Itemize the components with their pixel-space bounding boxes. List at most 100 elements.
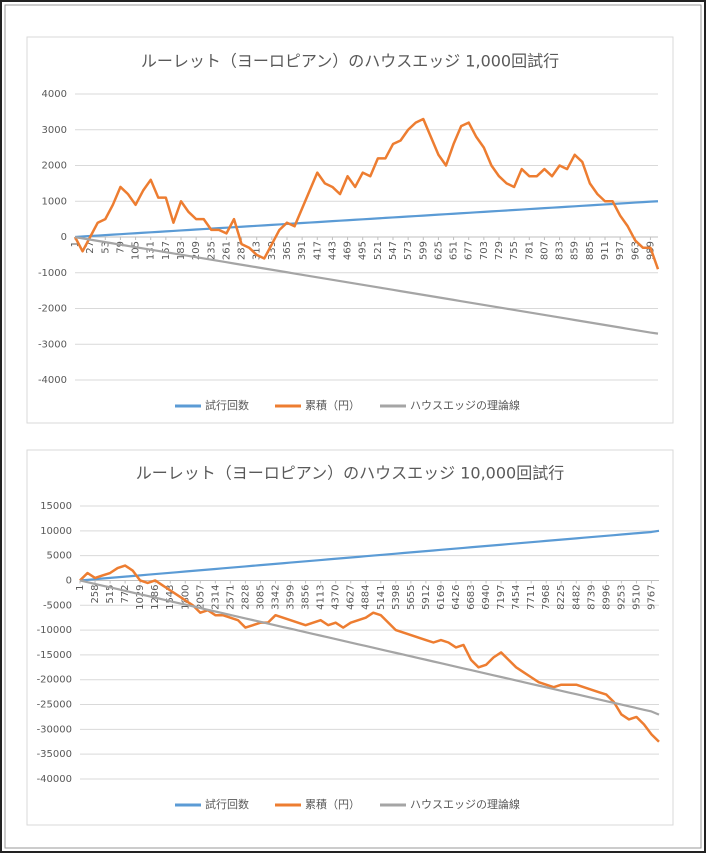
legend-label: 累積（円） [305, 797, 360, 811]
y-tick-label: 5000 [47, 551, 72, 562]
x-tick-label: 3342 [271, 584, 282, 609]
series-line [74, 236, 659, 335]
y-tick-label: -35000 [37, 749, 72, 760]
y-tick-label: -4000 [38, 375, 67, 386]
x-tick-label: 833 [555, 241, 566, 260]
x-tick-label: 258 [90, 584, 101, 603]
y-tick-label: -40000 [37, 774, 72, 785]
series-line [79, 564, 660, 743]
x-tick-label: 677 [464, 241, 475, 260]
x-tick-label: 1029 [135, 584, 146, 609]
x-tick-label: 3856 [301, 584, 312, 609]
x-tick-label: 339 [267, 241, 278, 260]
x-tick-label: 8996 [601, 584, 612, 609]
y-tick-label: -20000 [37, 675, 72, 686]
series-line [79, 579, 660, 716]
chart-frame [26, 449, 674, 826]
x-tick-label: 235 [206, 241, 217, 260]
x-tick-label: 599 [418, 241, 429, 260]
y-tick-label: -10000 [37, 625, 72, 636]
x-tick-label: 7454 [511, 584, 522, 609]
legend-label: 累積（円） [305, 398, 360, 412]
x-tick-label: 963 [630, 241, 641, 260]
y-tick-label: -2000 [38, 304, 67, 315]
x-tick-label: 9767 [646, 584, 657, 609]
x-tick-label: 1800 [180, 584, 191, 609]
x-tick-label: 515 [105, 584, 116, 603]
x-tick-label: 6683 [466, 584, 477, 609]
y-tick-label: 15000 [40, 501, 72, 512]
x-tick-label: 391 [297, 241, 308, 260]
x-tick-label: 7197 [496, 584, 507, 609]
x-tick-label: 772 [120, 584, 131, 603]
x-tick-label: 625 [433, 241, 444, 260]
x-tick-label: 27 [85, 241, 96, 254]
x-tick-label: 183 [176, 241, 187, 260]
x-tick-label: 4884 [361, 584, 372, 609]
y-tick-label: -15000 [37, 650, 72, 661]
y-tick-label: -25000 [37, 700, 72, 711]
y-tick-label: 3000 [42, 125, 67, 136]
x-tick-label: 7711 [526, 584, 537, 609]
x-tick-label: 885 [585, 241, 596, 260]
x-tick-label: 755 [509, 241, 520, 260]
x-tick-label: 5912 [421, 584, 432, 609]
x-tick-label: 157 [161, 241, 172, 260]
x-tick-label: 2057 [195, 584, 206, 609]
x-tick-label: 2571 [225, 584, 236, 609]
chart-title: ルーレット（ヨーロピアン）のハウスエッジ 10,000回試行 [136, 464, 564, 483]
x-tick-label: 209 [191, 241, 202, 260]
x-tick-label: 6940 [481, 584, 492, 609]
y-tick-label: -30000 [37, 724, 72, 735]
y-tick-label: 1000 [42, 196, 67, 207]
x-tick-label: 937 [615, 241, 626, 260]
x-tick-label: 1543 [165, 584, 176, 609]
series-line [74, 200, 659, 239]
legend-label: ハウスエッジの理論線 [410, 398, 520, 412]
x-tick-label: 9253 [616, 584, 627, 609]
x-tick-label: 2314 [210, 584, 221, 609]
y-tick-label: 0 [66, 575, 72, 586]
legend-label: 試行回数 [205, 398, 249, 412]
x-tick-label: 859 [570, 241, 581, 260]
x-tick-label: 287 [237, 241, 248, 260]
x-tick-label: 3599 [286, 584, 297, 609]
x-tick-label: 1 [70, 241, 81, 247]
x-tick-label: 5655 [406, 584, 417, 609]
chart-frame [26, 36, 674, 424]
x-tick-label: 313 [252, 241, 263, 260]
x-tick-label: 573 [403, 241, 414, 260]
y-tick-label: -5000 [43, 600, 72, 611]
y-tick-label: 2000 [42, 161, 67, 172]
x-tick-label: 6426 [451, 584, 462, 609]
x-tick-label: 4113 [316, 584, 327, 609]
y-tick-label: 0 [61, 232, 67, 243]
x-tick-label: 1 [75, 584, 86, 590]
x-tick-label: 8225 [556, 584, 567, 609]
legend-label: 試行回数 [205, 797, 249, 811]
x-tick-label: 365 [282, 241, 293, 260]
y-tick-label: 10000 [40, 526, 72, 537]
y-tick-label: -1000 [38, 268, 67, 279]
x-tick-label: 703 [479, 241, 490, 260]
series-line [73, 117, 660, 270]
x-tick-label: 807 [539, 241, 550, 260]
x-tick-label: 729 [494, 241, 505, 260]
x-tick-label: 911 [600, 241, 611, 260]
x-tick-label: 417 [312, 241, 323, 260]
y-tick-label: -3000 [38, 339, 67, 350]
x-tick-label: 8739 [586, 584, 597, 609]
x-tick-label: 9510 [631, 584, 642, 609]
x-tick-label: 2828 [240, 584, 251, 609]
x-tick-label: 547 [388, 241, 399, 260]
y-tick-label: 4000 [42, 89, 67, 100]
x-tick-label: 5141 [376, 584, 387, 609]
x-tick-label: 261 [221, 241, 232, 260]
page-inner-frame [4, 4, 702, 849]
x-tick-label: 3085 [255, 584, 266, 609]
legend-label: ハウスエッジの理論線 [410, 797, 520, 811]
x-tick-label: 651 [449, 241, 460, 260]
x-tick-label: 781 [524, 241, 535, 260]
x-tick-label: 6169 [436, 584, 447, 609]
